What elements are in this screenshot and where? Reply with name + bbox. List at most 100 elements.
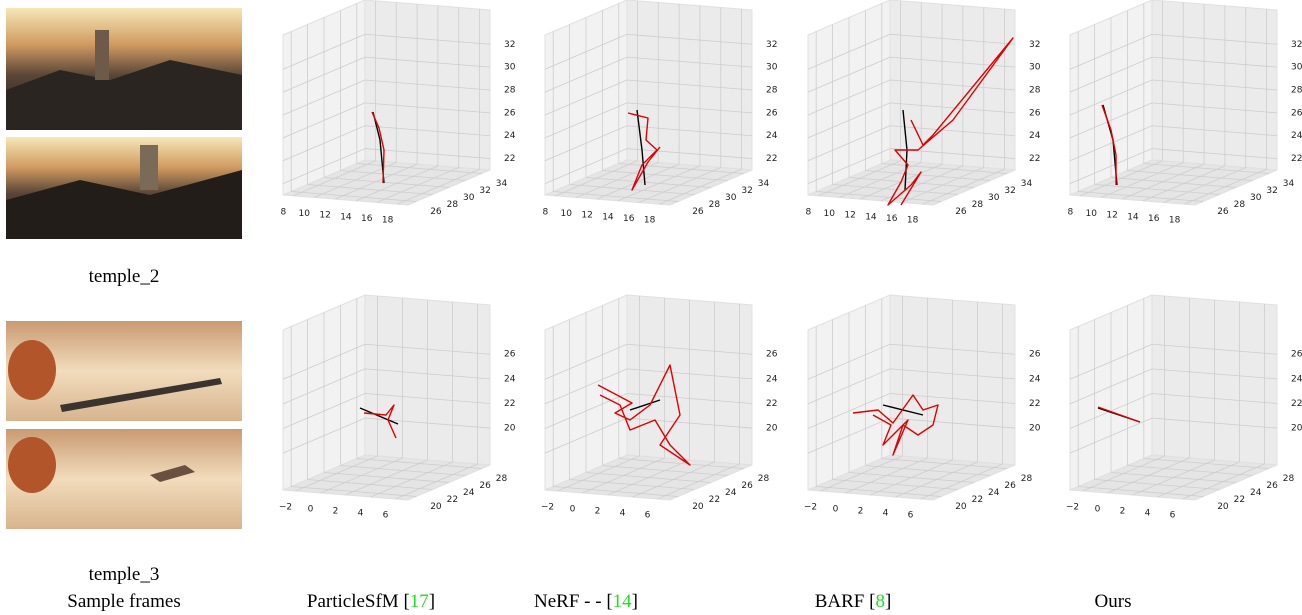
y-tick-label: 28	[1021, 474, 1033, 484]
y-tick-label: 26	[741, 481, 753, 491]
grid-line	[544, 102, 628, 139]
x-tick-label: 8	[806, 207, 812, 217]
frame-detail	[8, 340, 56, 400]
grid-line	[282, 368, 366, 405]
grid-line	[282, 33, 366, 70]
axes-3d	[807, 294, 1016, 501]
grid-line	[1069, 102, 1153, 139]
grid-line	[585, 177, 712, 188]
grid-line	[307, 184, 433, 195]
y-tick-label: 22	[1234, 495, 1245, 505]
x-tick-label: −2	[804, 503, 817, 513]
y-tick-label: 30	[725, 193, 737, 203]
x-tick-label: 10	[299, 209, 311, 219]
x-tick-label: 0	[1095, 505, 1101, 515]
grid-line	[356, 163, 482, 174]
y-tick-label: 34	[496, 179, 508, 189]
z-tick-label: 24	[1029, 131, 1041, 141]
grid-line	[364, 368, 491, 380]
column-captions: Sample frames ParticleSfM [17] NeRF - - [1…	[67, 591, 1131, 612]
y-tick-label: 20	[955, 502, 967, 512]
z-tick-label: 32	[504, 40, 515, 50]
grid-line	[626, 79, 753, 91]
grid-line	[356, 458, 482, 469]
z-tick-label: 20	[504, 424, 516, 434]
x-tick-label: −2	[1066, 503, 1079, 513]
z-tick-label: 30	[766, 63, 778, 73]
x-tick-label: 16	[886, 214, 898, 224]
x-tick-label: 16	[1148, 214, 1160, 224]
axes-3d	[544, 294, 753, 501]
y-tick-label: 26	[1217, 207, 1229, 217]
grid-line	[544, 56, 628, 93]
x-tick-label: 10	[561, 209, 573, 219]
grid-line	[1094, 184, 1220, 195]
grid-line	[807, 417, 891, 454]
z-tick-label: 30	[1291, 63, 1302, 73]
plot-panel: 8 10 12 14 16 18 26 28 30 32 34 22 24 26 28 30 32	[1068, 0, 1302, 226]
grid-line	[364, 79, 491, 91]
grid-line	[1151, 393, 1278, 404]
grid-line	[544, 79, 628, 116]
y-tick-label: 26	[955, 207, 967, 217]
x-tick-label: 18	[1169, 216, 1181, 226]
grid-line	[1127, 170, 1253, 181]
z-tick-label: 28	[1029, 86, 1041, 96]
grid-line	[807, 125, 891, 162]
grid-line	[1069, 56, 1153, 93]
z-tick-label: 26	[504, 350, 516, 360]
grid-line	[602, 465, 728, 476]
x-tick-label: 10	[824, 209, 836, 219]
trajectory	[371, 111, 385, 184]
x-tick-label: 0	[833, 505, 839, 515]
x-tick-label: 6	[1170, 511, 1176, 521]
y-tick-label: 28	[758, 474, 770, 484]
z-tick-label: 22	[504, 154, 515, 164]
y-tick-label: 24	[725, 488, 737, 498]
z-tick-label: 22	[504, 399, 515, 409]
row-label: temple_2	[89, 266, 160, 287]
grid-line	[1069, 343, 1153, 380]
grid-line	[816, 191, 942, 202]
frame-detail	[6, 170, 242, 239]
grid-line	[626, 102, 753, 114]
grid-line	[807, 56, 891, 93]
plot-panel: 8 10 12 14 16 18 26 28 30 32 34 22 24 26 28 30 32	[281, 0, 516, 226]
grid-line	[553, 191, 679, 202]
y-tick-label: 30	[988, 193, 1000, 203]
label-part: BARF [	[815, 591, 876, 612]
grid-line	[618, 163, 744, 174]
x-tick-label: 0	[570, 505, 576, 515]
z-tick-label: 32	[1291, 40, 1302, 50]
column-label: Sample frames	[67, 591, 180, 612]
frame-detail	[140, 145, 158, 190]
grid-line	[816, 486, 942, 497]
grid-line	[807, 79, 891, 116]
x-tick-label: 2	[595, 507, 601, 517]
grid-line	[364, 102, 491, 114]
grid-line	[889, 56, 1016, 68]
grid-line	[807, 343, 891, 380]
z-tick-label: 26	[1291, 108, 1302, 118]
axes-3d	[282, 294, 491, 501]
grid-line	[626, 393, 753, 404]
plot-panel: 8 10 12 14 16 18 26 28 30 32 34 22 24 26 28 30 32	[543, 0, 778, 226]
y-tick-label: 32	[1266, 186, 1277, 196]
y-tick-label: 32	[479, 186, 490, 196]
grid-line	[1143, 163, 1269, 174]
z-tick-label: 28	[766, 86, 778, 96]
y-tick-label: 22	[447, 495, 458, 505]
frame-detail	[95, 30, 109, 80]
grid-line	[282, 343, 366, 380]
grid-line	[544, 417, 628, 454]
label-part: ]	[885, 591, 891, 612]
z-tick-label: 26	[766, 108, 778, 118]
column-label: NeRF - - [14]	[534, 591, 638, 612]
frame-detail	[150, 465, 195, 482]
label-part: ]	[632, 591, 638, 612]
grid-line	[889, 33, 1016, 45]
x-tick-label: 12	[844, 211, 855, 221]
grid-line	[544, 33, 628, 70]
